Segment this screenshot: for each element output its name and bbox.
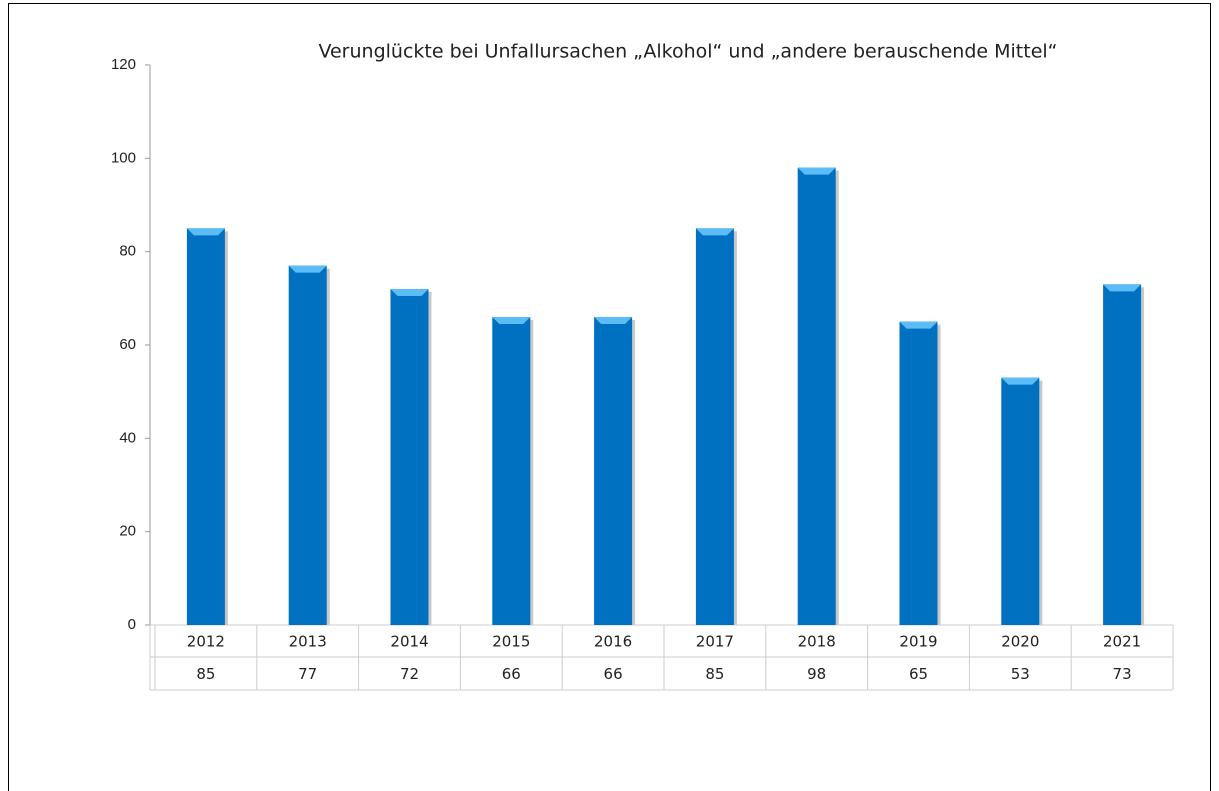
table-value: 98 [807,665,826,683]
y-tick-label: 100 [111,149,136,166]
table-value: 65 [909,665,928,683]
table-value: 85 [196,665,215,683]
bar [390,289,429,625]
x-tick-label: 2015 [492,633,530,651]
bar-cap [899,321,938,329]
y-tick-label: 20 [119,523,136,540]
bar-cap [797,167,836,175]
y-tick-label: 120 [111,56,136,73]
y-tick-label: 60 [119,336,136,353]
table-value: 72 [400,665,419,683]
bar [1103,284,1142,625]
x-tick-label: 2016 [594,633,632,651]
table-value: 66 [502,665,521,683]
table-value: 85 [705,665,724,683]
chart-title: Verunglückte bei Unfallursachen „Alkohol… [318,41,1057,63]
x-tick-label: 2019 [899,633,937,651]
bar-cap [492,317,531,324]
bar-cap [288,265,327,273]
bar-cap [390,289,429,296]
bar [695,228,734,626]
bar [492,317,531,625]
bar-cap [186,228,225,236]
bar [797,167,836,625]
y-tick-label: 80 [119,243,136,260]
table-value: 66 [604,665,623,683]
x-tick-label: 2017 [696,633,734,651]
bar-cap [1001,377,1040,385]
y-tick-label: 0 [128,616,136,633]
y-tick-label: 40 [119,429,136,446]
bar-cap [1103,284,1142,292]
bar [186,228,225,626]
frame [8,3,1211,791]
x-tick-label: 2012 [187,633,225,651]
table-value: 53 [1011,665,1030,683]
bar [594,317,633,625]
bar [1001,377,1040,625]
table-value: 73 [1113,665,1132,683]
x-tick-label: 2014 [390,633,428,651]
table-value: 77 [298,665,317,683]
bar-cap [695,228,734,236]
bar [288,265,327,625]
x-tick-label: 2021 [1103,633,1141,651]
x-tick-label: 2020 [1001,633,1039,651]
x-tick-label: 2013 [289,633,327,651]
x-tick-label: 2018 [798,633,836,651]
bar [899,321,938,625]
bar-cap [594,317,633,324]
